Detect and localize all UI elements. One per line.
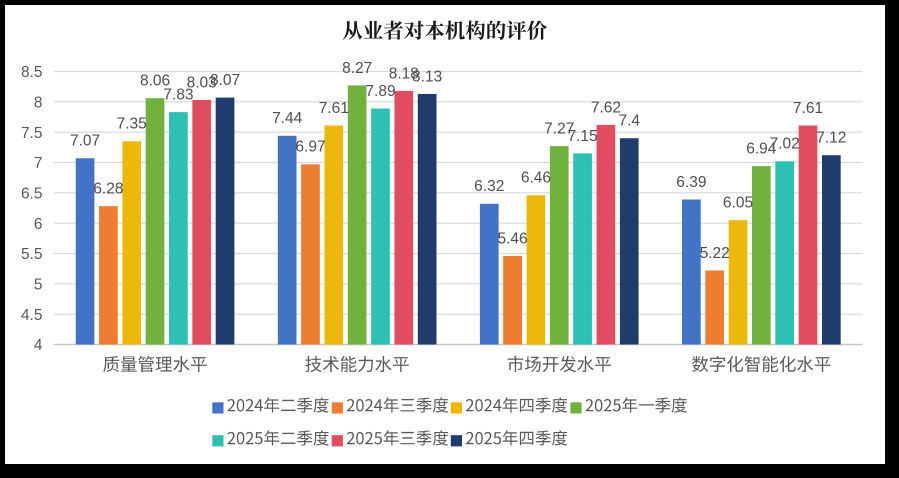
svg-text:8: 8 xyxy=(34,94,43,111)
svg-text:7.61: 7.61 xyxy=(793,100,823,117)
svg-text:6.46: 6.46 xyxy=(521,170,551,187)
svg-text:7: 7 xyxy=(34,155,43,172)
svg-text:8.07: 8.07 xyxy=(210,72,240,89)
svg-text:8.5: 8.5 xyxy=(21,64,43,81)
svg-text:7.83: 7.83 xyxy=(163,87,193,104)
svg-text:5: 5 xyxy=(34,276,43,293)
svg-text:8.13: 8.13 xyxy=(412,68,442,85)
svg-text:6.28: 6.28 xyxy=(93,181,123,198)
svg-text:6.94: 6.94 xyxy=(746,141,777,158)
svg-text:7.12: 7.12 xyxy=(816,130,846,147)
svg-text:7.5: 7.5 xyxy=(21,125,43,142)
svg-text:7.61: 7.61 xyxy=(319,100,349,117)
svg-text:7.15: 7.15 xyxy=(567,128,597,145)
svg-text:8.06: 8.06 xyxy=(140,73,170,90)
svg-text:6.39: 6.39 xyxy=(676,174,706,191)
svg-text:7.4: 7.4 xyxy=(618,113,640,130)
svg-text:8.27: 8.27 xyxy=(342,60,372,77)
svg-text:8.18: 8.18 xyxy=(389,65,419,82)
svg-text:7.35: 7.35 xyxy=(117,116,147,133)
svg-text:6.97: 6.97 xyxy=(295,139,325,156)
svg-text:7.02: 7.02 xyxy=(770,136,800,153)
svg-text:6.5: 6.5 xyxy=(21,185,43,202)
svg-text:6: 6 xyxy=(34,216,43,233)
svg-text:7.89: 7.89 xyxy=(365,83,395,100)
svg-text:6.32: 6.32 xyxy=(474,178,504,195)
svg-text:7.62: 7.62 xyxy=(591,99,621,116)
svg-text:5.5: 5.5 xyxy=(21,246,43,263)
svg-text:8.03: 8.03 xyxy=(187,74,217,91)
svg-text:4.5: 4.5 xyxy=(21,307,43,324)
svg-text:4: 4 xyxy=(34,337,43,354)
svg-text:6.05: 6.05 xyxy=(723,195,753,212)
svg-text:5.46: 5.46 xyxy=(498,230,528,247)
svg-text:7.27: 7.27 xyxy=(544,121,574,138)
svg-text:7.44: 7.44 xyxy=(272,110,303,127)
svg-text:5.22: 5.22 xyxy=(700,245,730,262)
svg-text:7.07: 7.07 xyxy=(70,133,100,150)
